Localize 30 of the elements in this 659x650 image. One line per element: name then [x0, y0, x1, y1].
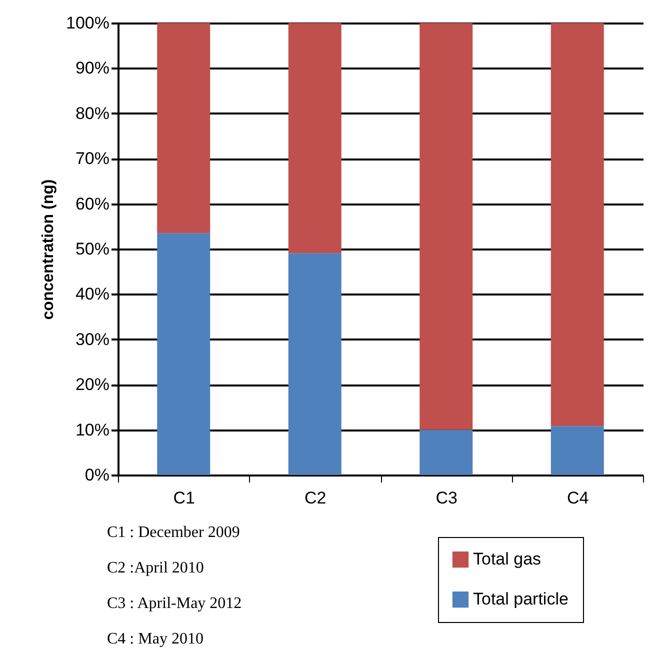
y-tick-label: 10% — [75, 420, 110, 440]
bar — [157, 23, 210, 234]
y-tick-label: 0% — [84, 466, 110, 484]
legend-label: Total particle — [473, 590, 568, 608]
bar — [288, 253, 342, 475]
text: C4 : May 2010 — [107, 630, 204, 648]
bar — [550, 23, 604, 426]
y-tick-label: 100% — [66, 14, 110, 32]
bar — [157, 233, 210, 475]
bar — [420, 430, 473, 475]
y-axis-title: concentration (ng) — [40, 179, 58, 320]
y-tick-label: 80% — [75, 104, 110, 123]
y-tick-label: 50% — [75, 240, 110, 258]
x-tick-label: C1 — [173, 488, 195, 508]
x-tick-label: C2 — [304, 488, 326, 508]
bar — [550, 426, 604, 475]
text: C2 :April 2010 — [107, 560, 204, 576]
x-tick-label: C3 — [436, 488, 458, 508]
x-tick-label: C4 — [567, 488, 589, 508]
y-tick-label: 40% — [75, 284, 110, 304]
bar — [288, 23, 342, 254]
y-tick-label: 60% — [75, 194, 110, 214]
y-tick-label: 90% — [75, 58, 110, 78]
y-tick-label: 30% — [75, 330, 110, 349]
y-tick-label: 70% — [75, 149, 110, 168]
bar — [420, 23, 473, 430]
legend-label: Total gas — [473, 550, 542, 568]
y-tick-label: 20% — [75, 375, 110, 394]
text: C3 : April-May 2012 — [107, 595, 242, 612]
text: C1 : December 2009 — [107, 524, 240, 541]
